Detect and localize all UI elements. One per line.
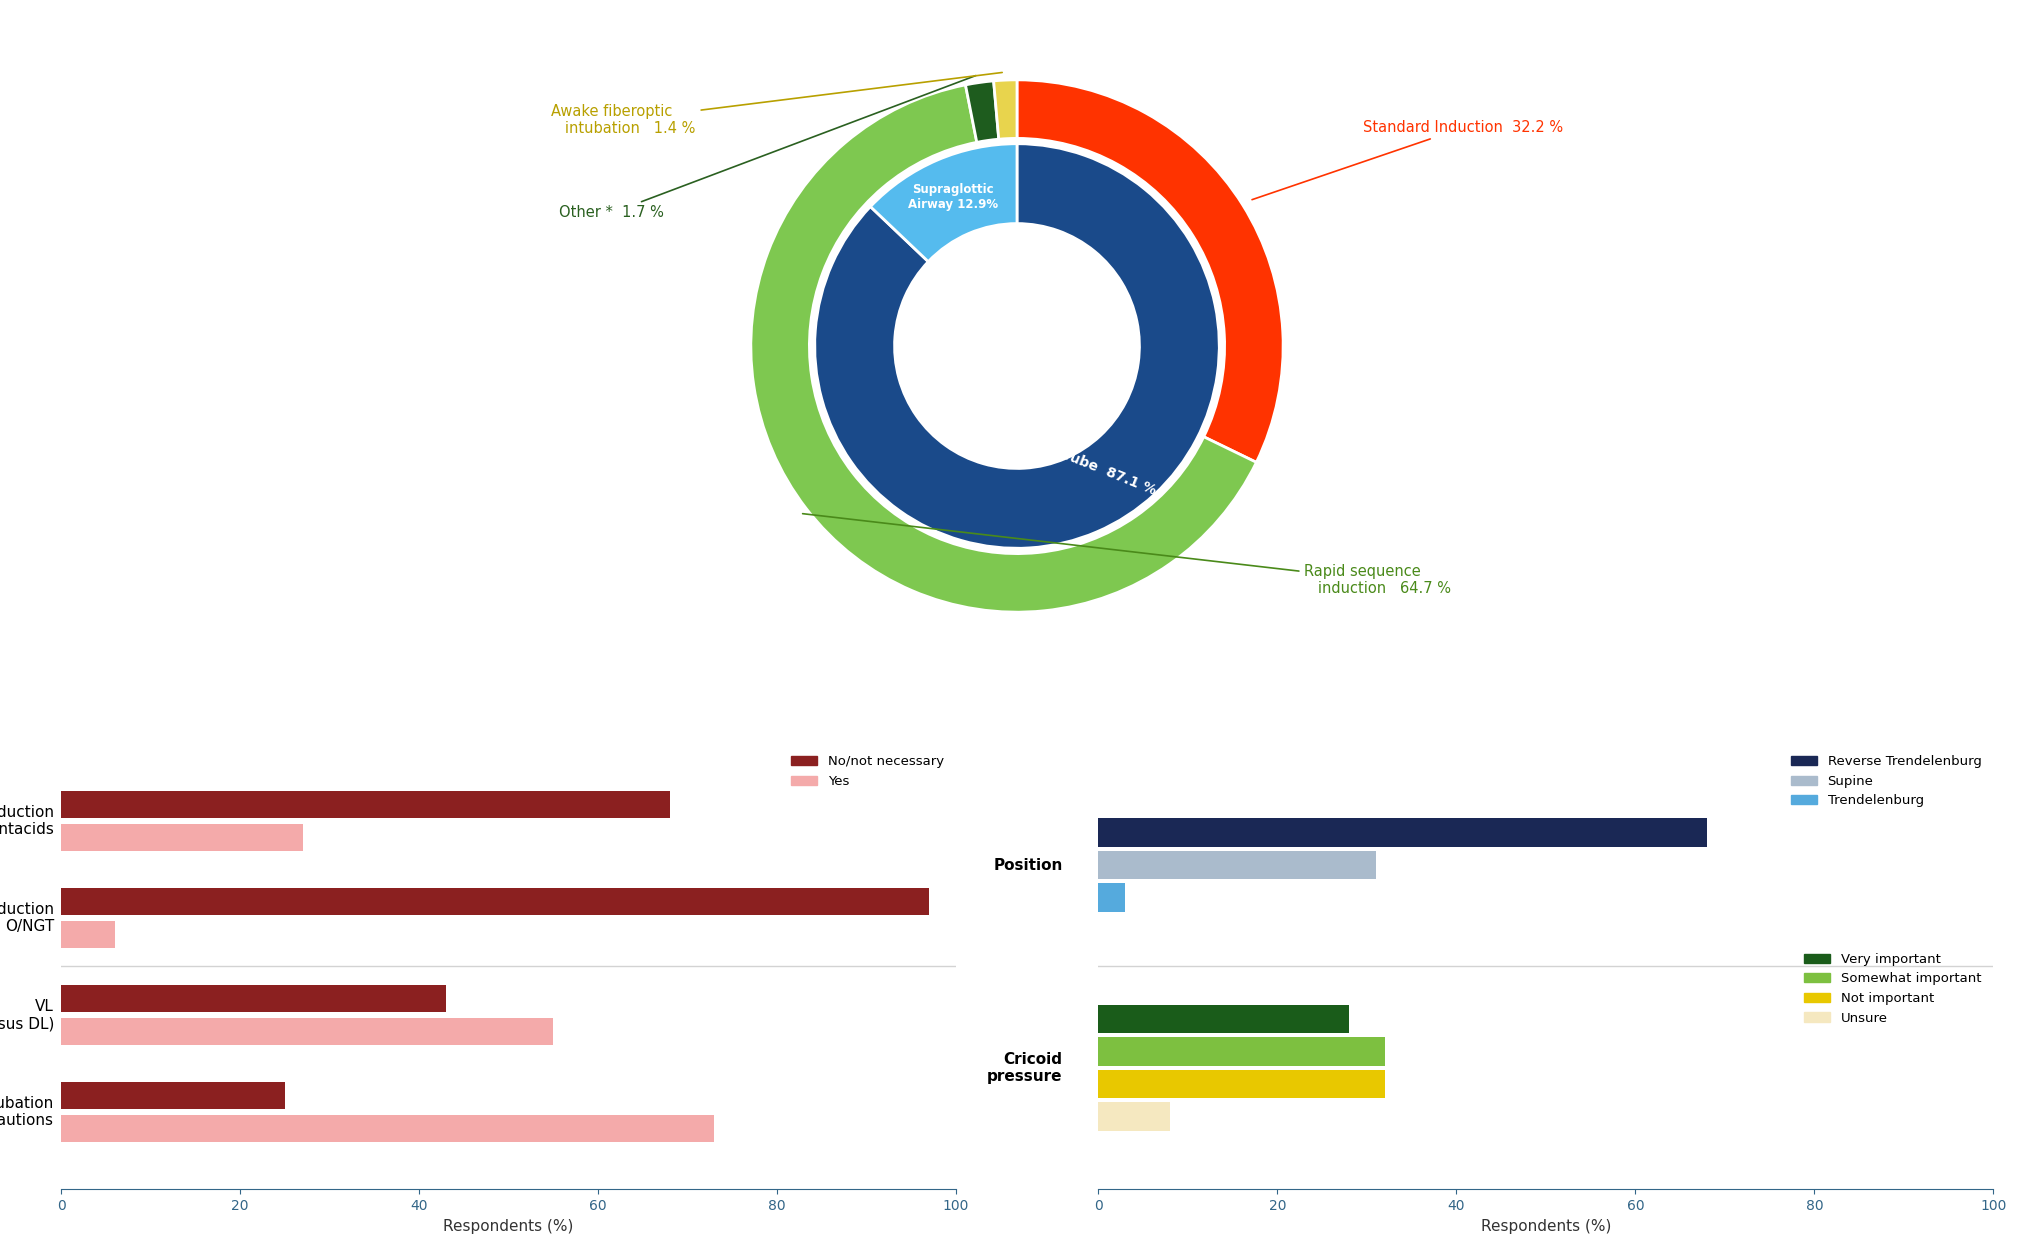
Bar <box>1098 883 1125 912</box>
Bar <box>61 921 114 948</box>
Bar <box>61 888 930 916</box>
Bar <box>61 985 445 1012</box>
Bar <box>61 824 303 851</box>
X-axis label: Respondents (%): Respondents (%) <box>443 1219 574 1234</box>
Wedge shape <box>966 81 999 142</box>
Wedge shape <box>871 144 1017 261</box>
Text: Standard Induction  32.2 %: Standard Induction 32.2 % <box>1253 120 1562 199</box>
Bar <box>1098 851 1375 880</box>
X-axis label: Respondents (%): Respondents (%) <box>1481 1219 1611 1234</box>
Legend: No/not necessary, Yes: No/not necessary, Yes <box>785 750 950 793</box>
Bar <box>61 1115 714 1142</box>
Wedge shape <box>751 85 1257 612</box>
Wedge shape <box>816 144 1218 549</box>
Text: Supraglottic
Airway 12.9%: Supraglottic Airway 12.9% <box>907 183 999 211</box>
Bar <box>1098 1103 1170 1131</box>
Text: Awake fiberoptic
   intubation   1.4 %: Awake fiberoptic intubation 1.4 % <box>551 72 1003 136</box>
Bar <box>61 1082 285 1109</box>
Wedge shape <box>1017 79 1283 462</box>
Text: Rapid sequence
   induction   64.7 %: Rapid sequence induction 64.7 % <box>803 514 1452 596</box>
Text: Endotracheal  Tube  87.1 %: Endotracheal Tube 87.1 % <box>956 405 1159 498</box>
Bar <box>1098 1069 1385 1098</box>
Bar <box>61 1017 553 1044</box>
Wedge shape <box>995 79 1017 139</box>
Text: Other *  1.7 %: Other * 1.7 % <box>559 76 976 221</box>
Text: Position: Position <box>993 857 1062 872</box>
Bar <box>61 790 669 818</box>
Text: Cricoid
pressure: Cricoid pressure <box>986 1052 1062 1084</box>
Legend: Very important, Somewhat important, Not important, Unsure: Very important, Somewhat important, Not … <box>1798 948 1987 1030</box>
Bar <box>1098 819 1707 846</box>
Bar <box>1098 1005 1349 1033</box>
Bar <box>1098 1037 1385 1066</box>
